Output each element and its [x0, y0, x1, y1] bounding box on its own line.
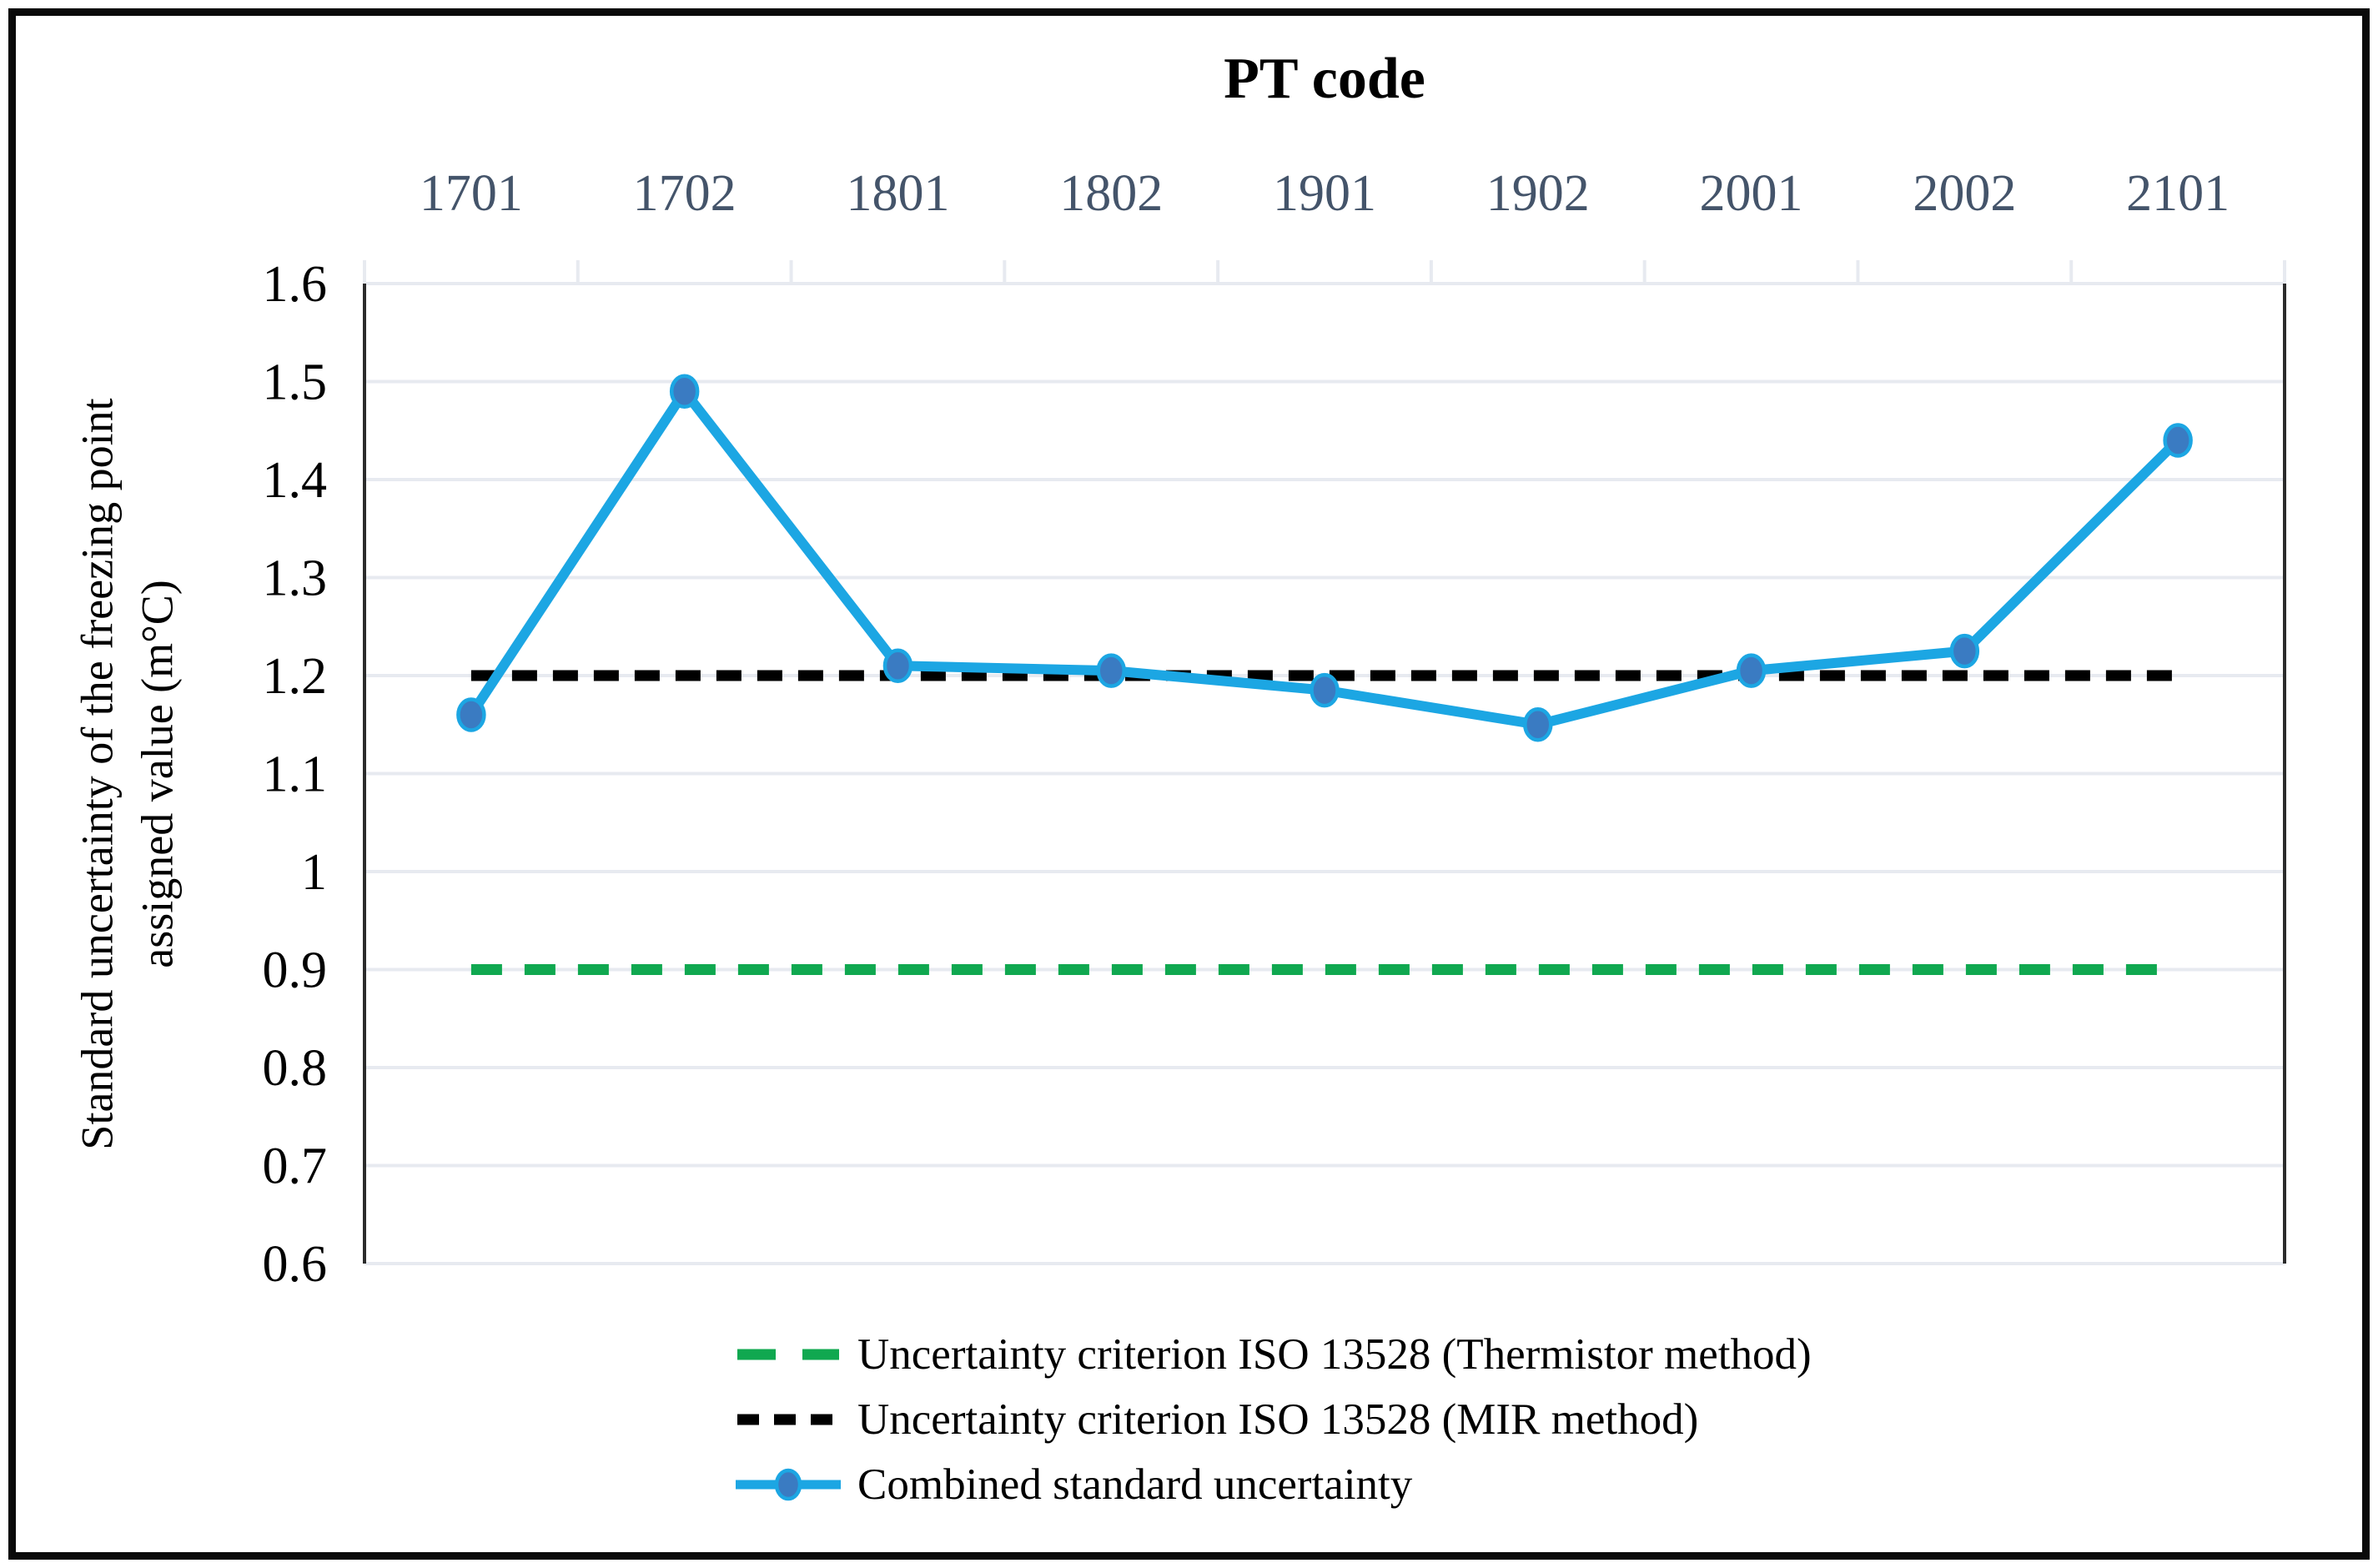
- x-tick-label: 1702: [633, 165, 737, 222]
- x-tick-label: 2001: [1700, 165, 1803, 222]
- x-tick-label: 1901: [1273, 165, 1376, 222]
- y-tick-label: 0.7: [263, 1138, 328, 1195]
- data-point-marker: [1736, 653, 1767, 688]
- data-point-marker: [2163, 423, 2193, 458]
- green-dashed-glyph: [737, 1349, 839, 1360]
- y-tick-label: 1.4: [263, 452, 328, 509]
- legend-item-combined: Combined standard uncertainty: [734, 1458, 1812, 1511]
- data-point-marker: [456, 697, 486, 732]
- black-dashed-line-swatch-icon: [734, 1401, 842, 1438]
- y-tick-label: 1.1: [263, 746, 328, 803]
- y-tick-label: 1.5: [263, 354, 328, 411]
- data-point-marker: [669, 374, 700, 409]
- x-tick-label: 1902: [1486, 165, 1590, 222]
- legend-label: Combined standard uncertainty: [857, 1460, 1413, 1509]
- data-point-marker: [1096, 653, 1126, 688]
- y-tick-label: 1.3: [263, 550, 328, 607]
- blue-line-marker-glyph: [736, 1468, 841, 1501]
- data-point-marker: [1949, 633, 1980, 669]
- y-tick-label: 0.6: [263, 1236, 328, 1293]
- black-dashed-glyph: [737, 1414, 832, 1425]
- x-tick-label: 2002: [1913, 165, 2016, 222]
- legend-label: Uncertainty criterion ISO 13528 (Thermis…: [857, 1330, 1812, 1379]
- y-tick-label: 0.9: [263, 942, 328, 999]
- legend-item-mir: Uncertainty criterion ISO 13528 (MIR met…: [734, 1393, 1812, 1446]
- data-point-marker: [1310, 672, 1340, 708]
- data-point-marker: [1523, 707, 1553, 742]
- x-tick-label: 2101: [2126, 165, 2230, 222]
- y-axis-title: Standard uncertainty of the freezing poi…: [68, 284, 188, 1264]
- blue-line-marker-swatch-icon: [734, 1466, 842, 1503]
- x-tick-label: 1701: [420, 165, 523, 222]
- y-axis-title-line2: assigned value (m°C): [132, 580, 183, 968]
- y-tick-label: 1.6: [263, 256, 328, 313]
- y-tick-label: 1.2: [263, 648, 328, 705]
- x-tick-label: 1802: [1059, 165, 1163, 222]
- legend-item-thermistor: Uncertainty criterion ISO 13528 (Thermis…: [734, 1328, 1812, 1381]
- green-dashed-line-swatch-icon: [734, 1336, 842, 1373]
- chart-title: PT code: [1224, 47, 1425, 111]
- data-point-marker: [882, 648, 913, 683]
- y-tick-label: 1: [301, 844, 327, 901]
- legend-label: Uncertainty criterion ISO 13528 (MIR met…: [857, 1395, 1699, 1444]
- y-axis-title-line1: Standard uncertainty of the freezing poi…: [72, 398, 123, 1150]
- x-tick-label: 1801: [846, 165, 949, 222]
- legend: Uncertainty criterion ISO 13528 (Thermis…: [734, 1328, 1812, 1511]
- y-tick-label: 0.8: [263, 1040, 328, 1097]
